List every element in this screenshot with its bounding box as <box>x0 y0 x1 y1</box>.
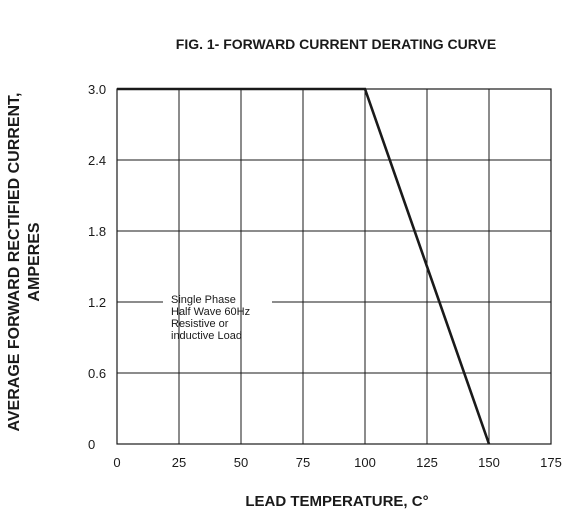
x-tick-labels: 0 25 50 75 100 125 150 175 <box>113 455 561 470</box>
y-tick-label: 1.2 <box>88 295 106 310</box>
x-tick-label: 125 <box>416 455 438 470</box>
y-axis-label: AVERAGE FORWARD RECTIFIED CURRENT, AMPER… <box>6 93 43 432</box>
derating-curve-line <box>117 87 491 445</box>
x-tick-label: 100 <box>354 455 376 470</box>
plot-border <box>116 88 552 445</box>
x-tick-label: 0 <box>113 455 120 470</box>
x-tick-label: 25 <box>172 455 186 470</box>
y-axis-label-line-1: AVERAGE FORWARD RECTIFIED CURRENT, <box>6 93 23 432</box>
x-tick-label: 175 <box>540 455 562 470</box>
annotation-line: inductive Load <box>171 330 242 342</box>
plot-frame <box>116 88 552 445</box>
y-tick-labels: 0 0.6 1.2 1.8 2.4 3.0 <box>88 82 106 452</box>
y-tick-label: 3.0 <box>88 82 106 97</box>
y-tick-label: 0.6 <box>88 366 106 381</box>
grid-lines <box>117 89 551 444</box>
annotation-line: Resistive or <box>171 318 229 330</box>
annotation-line: Single Phase <box>171 294 236 306</box>
y-tick-label: 0 <box>88 437 95 452</box>
x-tick-label: 50 <box>234 455 248 470</box>
annotation-line: Half Wave 60Hz <box>171 306 250 318</box>
y-tick-label: 1.8 <box>88 224 106 239</box>
x-tick-label: 150 <box>478 455 500 470</box>
x-tick-label: 75 <box>296 455 310 470</box>
chart-title: FIG. 1- FORWARD CURRENT DERATING CURVE <box>176 36 496 52</box>
x-axis-label: LEAD TEMPERATURE, C° <box>245 493 428 510</box>
y-axis-label-line-2: AMPERES <box>26 222 43 301</box>
series-layer <box>117 87 491 445</box>
y-tick-label: 2.4 <box>88 153 106 168</box>
